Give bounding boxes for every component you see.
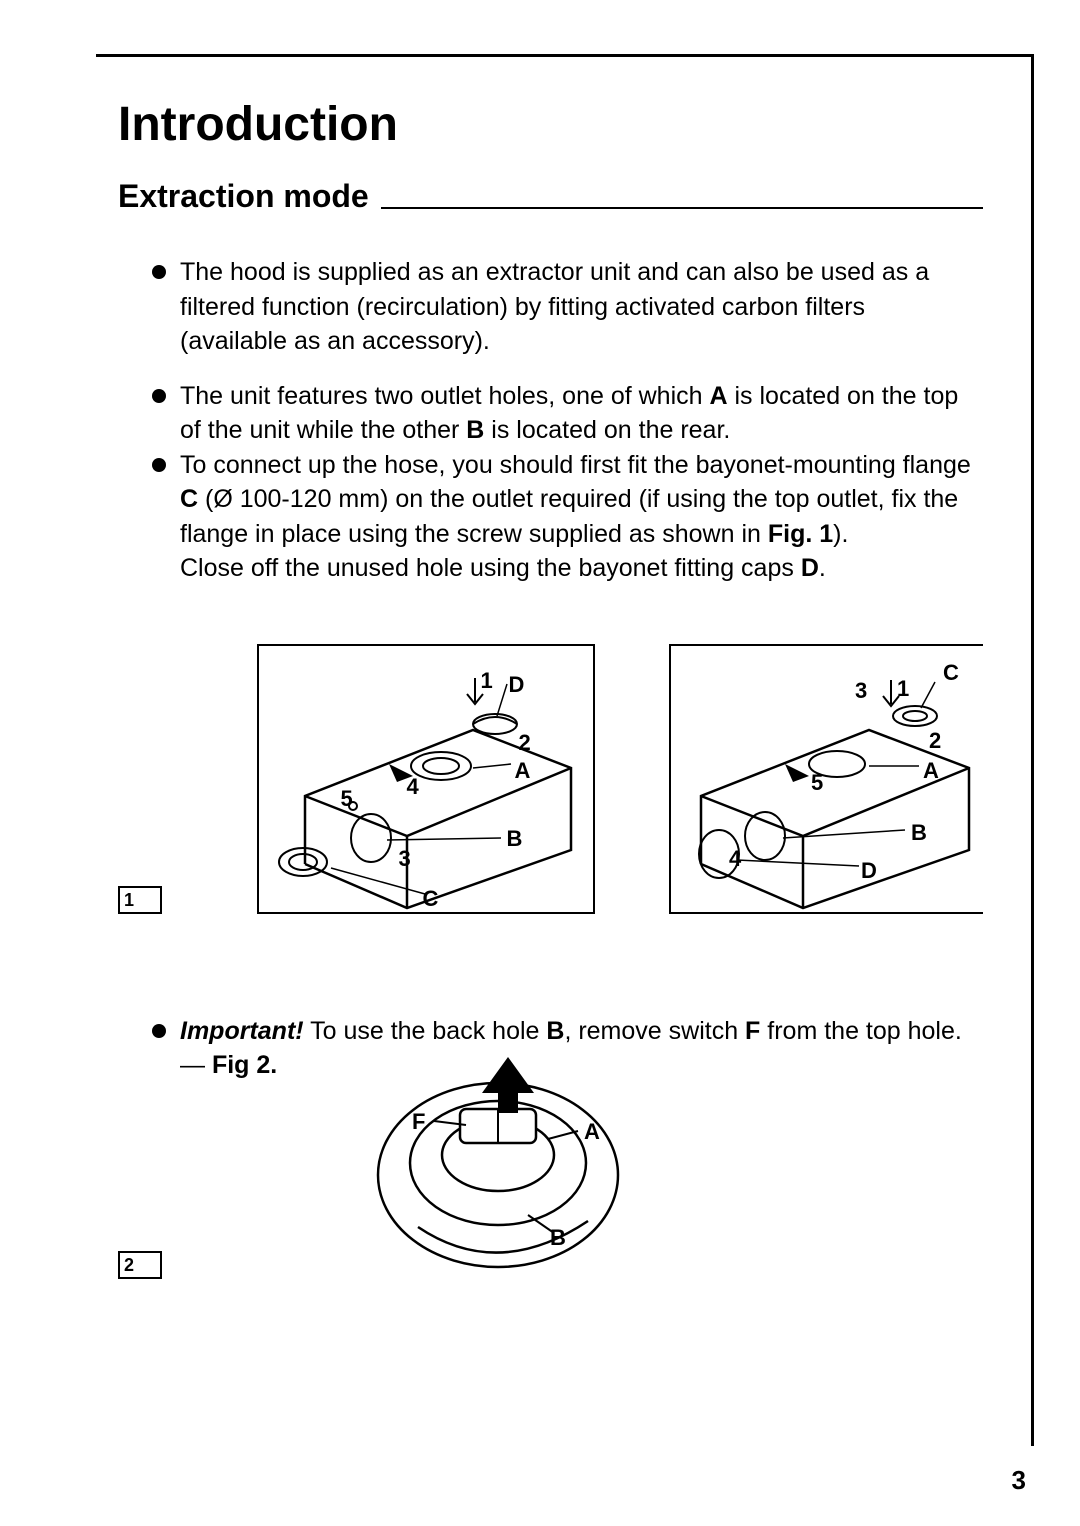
section-rule <box>381 207 983 209</box>
fig-label-1: 1 <box>481 668 493 694</box>
bullet-item: The unit features two outlet holes, one … <box>180 379 973 448</box>
fig-label-C: C <box>943 660 959 686</box>
label-B: B <box>466 416 484 444</box>
fig-label-F: F <box>412 1109 425 1135</box>
bullet-text: . <box>819 554 826 582</box>
bullet-item: The hood is supplied as an extractor uni… <box>180 255 973 359</box>
figure-2: F A B <box>348 1039 658 1279</box>
figure-row-1: 1 <box>118 644 983 914</box>
bullet-text: is located on the rear. <box>484 416 730 444</box>
label-A: A <box>709 382 727 410</box>
fig-label-A: A <box>584 1119 600 1145</box>
fig-label-A: A <box>923 758 939 784</box>
bullet-text: ). <box>833 520 848 548</box>
fig-label-C: C <box>423 886 439 912</box>
figure-number-1: 1 <box>118 886 162 914</box>
page-frame: Introduction Extraction mode The hood is… <box>96 54 1034 1446</box>
section-header-row: Extraction mode <box>118 178 983 215</box>
page-number: 3 <box>1012 1465 1026 1496</box>
figure-2-wrap: 2 <box>118 1083 983 1279</box>
bullet-item: To connect up the hose, you should first… <box>180 448 973 586</box>
figure-1-left: D 1 2 A B C 3 4 5 <box>257 644 595 914</box>
fig-label-2: 2 <box>929 728 941 754</box>
label-D: D <box>801 554 819 582</box>
fig-ref: Fig 2. <box>212 1051 277 1079</box>
label-C: C <box>180 485 198 513</box>
content-area: Introduction Extraction mode The hood is… <box>96 57 1031 1279</box>
section-title: Extraction mode <box>118 178 381 215</box>
bullet-text: To connect up the hose, you should first… <box>180 451 971 479</box>
figure-number-2: 2 <box>118 1251 162 1279</box>
bullet-text: The unit features two outlet holes, one … <box>180 382 709 410</box>
fig-label-B: B <box>550 1225 566 1251</box>
label-F: F <box>745 1017 760 1045</box>
fig-label-1: 1 <box>897 676 909 702</box>
fig-label-2: 2 <box>519 730 531 756</box>
figure-1-right: C 1 3 2 A B D 4 5 <box>669 644 983 914</box>
fig-label-D: D <box>861 858 877 884</box>
fig-label-4: 4 <box>729 846 741 872</box>
bullet-list: The hood is supplied as an extractor uni… <box>118 255 983 586</box>
fig-label-5: 5 <box>811 770 823 796</box>
fig-label-A: A <box>515 758 531 784</box>
fig-label-D: D <box>509 672 525 698</box>
bullet-text: The hood is supplied as an extractor uni… <box>180 258 929 355</box>
fig-label-3: 3 <box>855 678 867 704</box>
fig-label-4: 4 <box>407 774 419 800</box>
fig-label-B: B <box>507 826 523 852</box>
fig-label-B: B <box>911 820 927 846</box>
important-block: Important! To use the back hole B, remov… <box>118 1014 983 1279</box>
hood-diagram-left <box>259 646 597 916</box>
fig-label-3: 3 <box>399 846 411 872</box>
page-title: Introduction <box>118 97 983 152</box>
fig-ref: Fig. 1 <box>768 520 833 548</box>
fig-label-5: 5 <box>341 786 353 812</box>
important-lead: Important! <box>180 1017 304 1045</box>
bullet-text: Close off the unused hole using the bayo… <box>180 554 801 582</box>
motor-diagram <box>348 1039 658 1279</box>
